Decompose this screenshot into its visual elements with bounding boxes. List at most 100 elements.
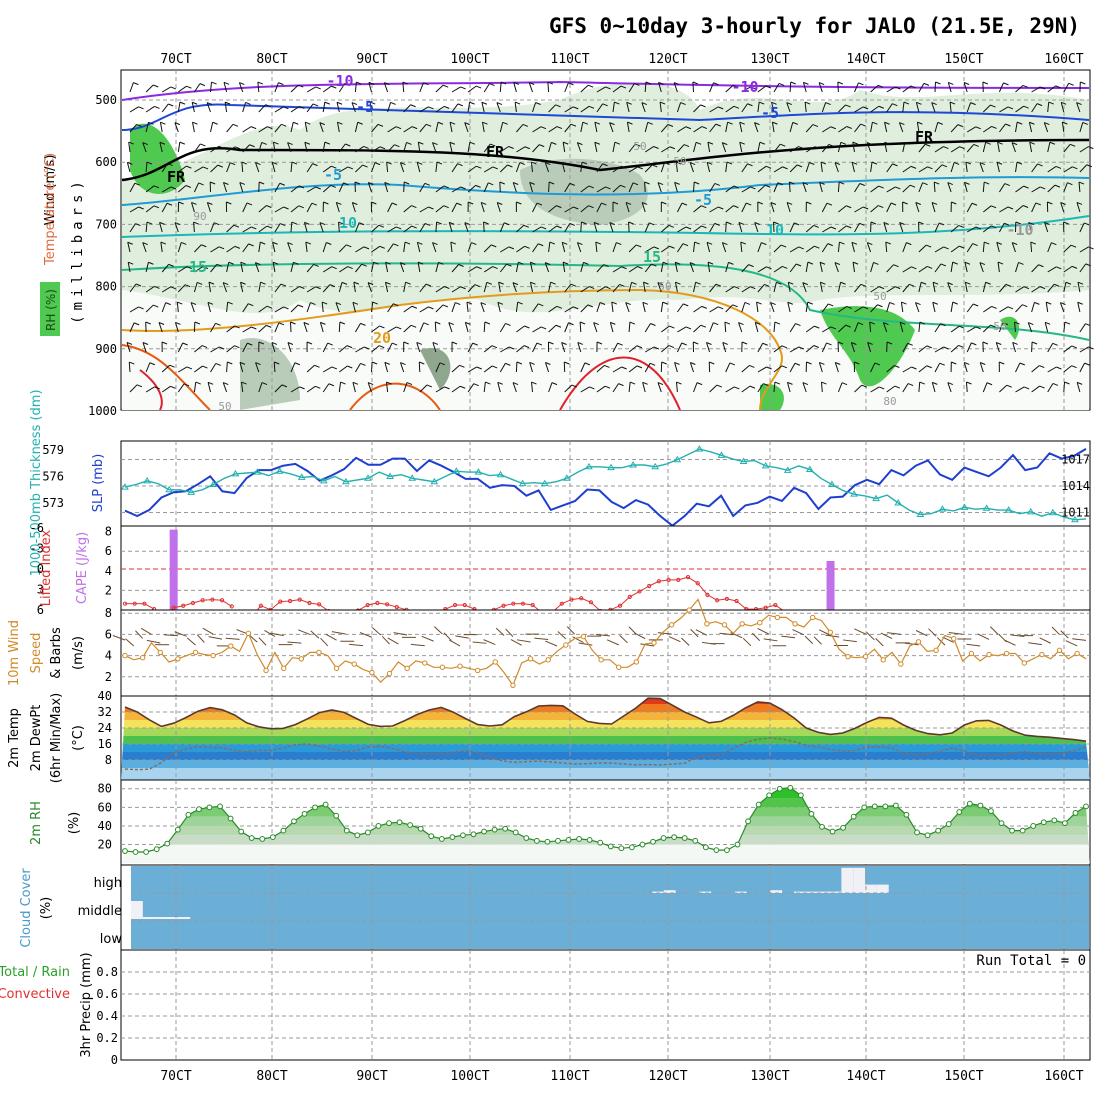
wind-barb [982,324,991,333]
wind-barb [369,102,372,113]
thickness-line [124,448,1087,521]
wind-barb [206,202,211,213]
wind-barb [902,266,912,273]
wind-barb [516,124,524,133]
wind-barb-flag [787,301,793,305]
wind-barb [1063,83,1070,93]
wind-barb [432,242,437,253]
wind-barb-flag [1052,342,1058,346]
wind-barb [725,286,735,293]
wind-barb [222,382,228,393]
wind-barb-flag [733,205,739,209]
wind-barb [351,102,356,113]
wind-barb [500,146,509,153]
wind-barb [918,143,926,153]
wind-barb [706,342,711,353]
rh2m-point [586,836,593,843]
wind-barb [467,85,477,93]
wind-barb-flag [1018,261,1024,265]
wind-barb [287,242,292,253]
wind-barb [580,304,589,313]
wind-barb-flag [492,266,498,270]
rh2m-point [945,821,952,827]
wind-barb [722,342,727,353]
li-segment [658,579,669,582]
wind-barb [854,223,860,233]
wind-barb [367,282,372,293]
rh2m-point [238,828,245,835]
wind10m-barb [657,632,672,635]
wind-barb [322,383,330,393]
thickness-marker [231,469,240,477]
wind-barb [757,184,766,193]
wind-barb [242,326,252,333]
wind-barb-flag [695,141,702,145]
wind-barb [226,345,235,353]
wind-barb [886,163,893,173]
wind-barb-flag [450,241,457,245]
wind-barb-flag [1005,283,1012,287]
wind-barb-flag [675,281,681,285]
wind-barb [451,364,460,373]
rh2m-point [745,818,751,825]
wind-barb [355,146,364,153]
rh2m-point [174,826,181,833]
thickness-marker [474,468,483,475]
wind-barb [996,242,1000,253]
thickness-marker [761,461,770,469]
wind-barb-flag [931,201,938,205]
wind10m-barb [410,643,425,647]
wind-barb-flag [500,81,507,85]
wind-barb-flag [895,86,901,90]
wind-barb-flag [814,245,820,249]
wind-barb [516,245,525,253]
wind10m-barb [320,637,329,647]
wind-barb-flag [996,161,1003,165]
wind-barb-flag [683,144,690,148]
time-tick-top: 100CT [450,52,489,67]
wind-barb [788,181,791,193]
li-segment [289,599,300,602]
wind-barb [497,382,501,393]
wind-barb-flag [919,321,926,325]
wind-barb-flag [985,141,991,145]
li-point [705,592,710,597]
wind-barb-flag [701,126,708,130]
wind-barb [319,222,324,233]
wind-barb [789,363,796,373]
wind-barb [628,321,631,333]
wind-barb [178,85,187,93]
temp-band [121,752,1090,760]
wind-barb [644,346,655,353]
wind-barb-flag [468,201,474,205]
wind-barb-flag [629,381,636,385]
wind-barb-flag [571,384,578,388]
wind-barb-flag [867,242,873,246]
wind10m-speed-point [563,642,569,648]
wind-barb [564,82,569,93]
wind-barb [483,221,485,233]
wind-barb [966,326,977,333]
wind-barb-flag [619,284,625,287]
wind-barb-flag [845,324,851,328]
wind-barb-flag [287,142,293,146]
wind-barb-flag [524,245,530,249]
wind-barb [564,322,569,333]
wind-barb [902,142,906,153]
wind-barb [371,345,380,353]
wind-barb [886,202,892,213]
wind-barb-flag [1077,301,1083,305]
wind-barb [499,164,508,173]
wind-barb [577,342,582,353]
wind-barb-flag [193,221,199,225]
thickness-marker [253,468,262,475]
wind-barb [145,106,155,113]
wind-barb [725,221,727,233]
wind-barb-flag [911,366,917,370]
wind-barb [642,282,646,293]
wind-barb [886,86,896,93]
rh-band [121,844,1090,864]
wind-barb-flag [1014,321,1020,325]
rh2m-point [164,840,171,847]
wind-barb [387,326,397,333]
